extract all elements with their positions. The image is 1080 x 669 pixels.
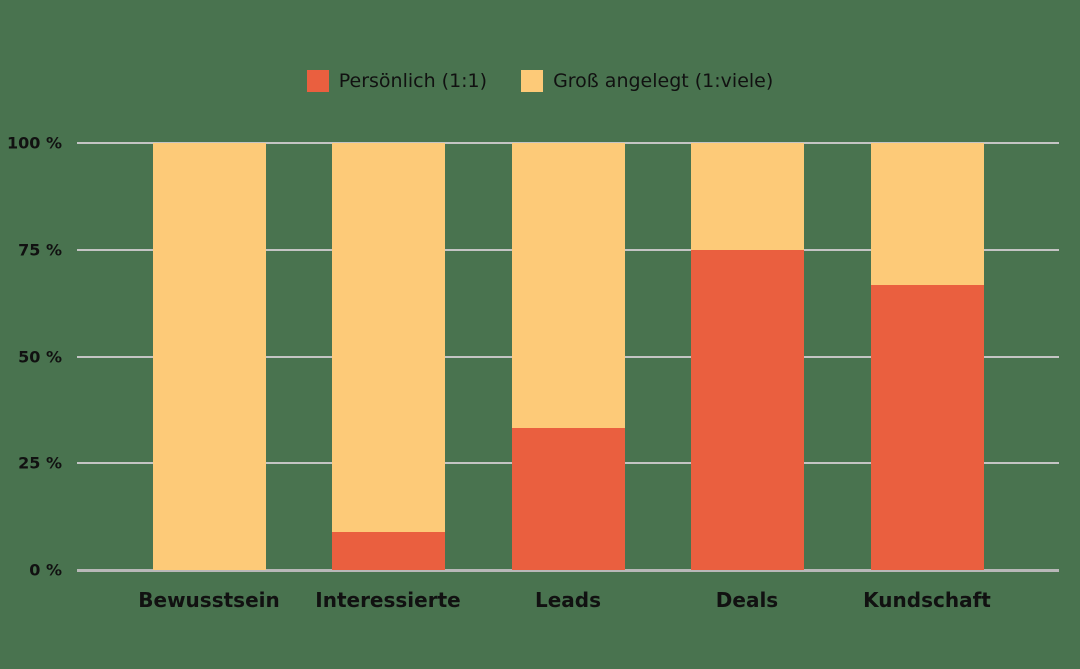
legend-item-persoenlich: Persönlich (1:1) <box>306 70 488 92</box>
bar-segment <box>691 143 804 250</box>
bar-segment <box>691 249 804 570</box>
bar-kundschaft <box>871 143 984 570</box>
y-tick-label: 50 % <box>18 347 62 366</box>
legend-label: Groß angelegt (1:viele) <box>553 70 774 92</box>
bar-segment <box>871 285 984 570</box>
bar-leads <box>512 143 625 570</box>
y-tick-label: 100 % <box>7 133 62 153</box>
bar-segment <box>332 143 445 532</box>
bar-deals <box>691 143 804 570</box>
x-tick-label: Deals <box>715 588 779 612</box>
bar-segment <box>871 143 984 286</box>
gridline <box>77 569 1059 572</box>
y-tick-label: 75 % <box>18 240 62 260</box>
bar-bewusstsein <box>153 143 266 570</box>
legend-label: Persönlich (1:1) <box>338 70 488 92</box>
x-tick-label: Bewusstsein <box>138 588 280 612</box>
x-tick-label: Interessierte <box>315 588 461 612</box>
x-tick-label: Kundschaft <box>863 588 991 612</box>
legend-swatch-yellow <box>521 70 544 92</box>
bar-segment <box>512 427 625 570</box>
bar-segment <box>153 143 266 570</box>
legend-swatch-red <box>306 70 329 92</box>
bar-interessierte <box>332 143 445 570</box>
chart-legend: Persönlich (1:1) Groß angelegt (1:viele) <box>0 70 1080 92</box>
gridline <box>77 142 1059 144</box>
bar-segment <box>512 143 625 428</box>
x-tick-label: Leads <box>534 588 602 612</box>
y-tick-label: 0 % <box>29 560 62 580</box>
y-tick-label: 25 % <box>18 453 62 473</box>
legend-item-gross-angelegt: Groß angelegt (1:viele) <box>521 70 773 92</box>
bar-segment <box>332 531 445 570</box>
